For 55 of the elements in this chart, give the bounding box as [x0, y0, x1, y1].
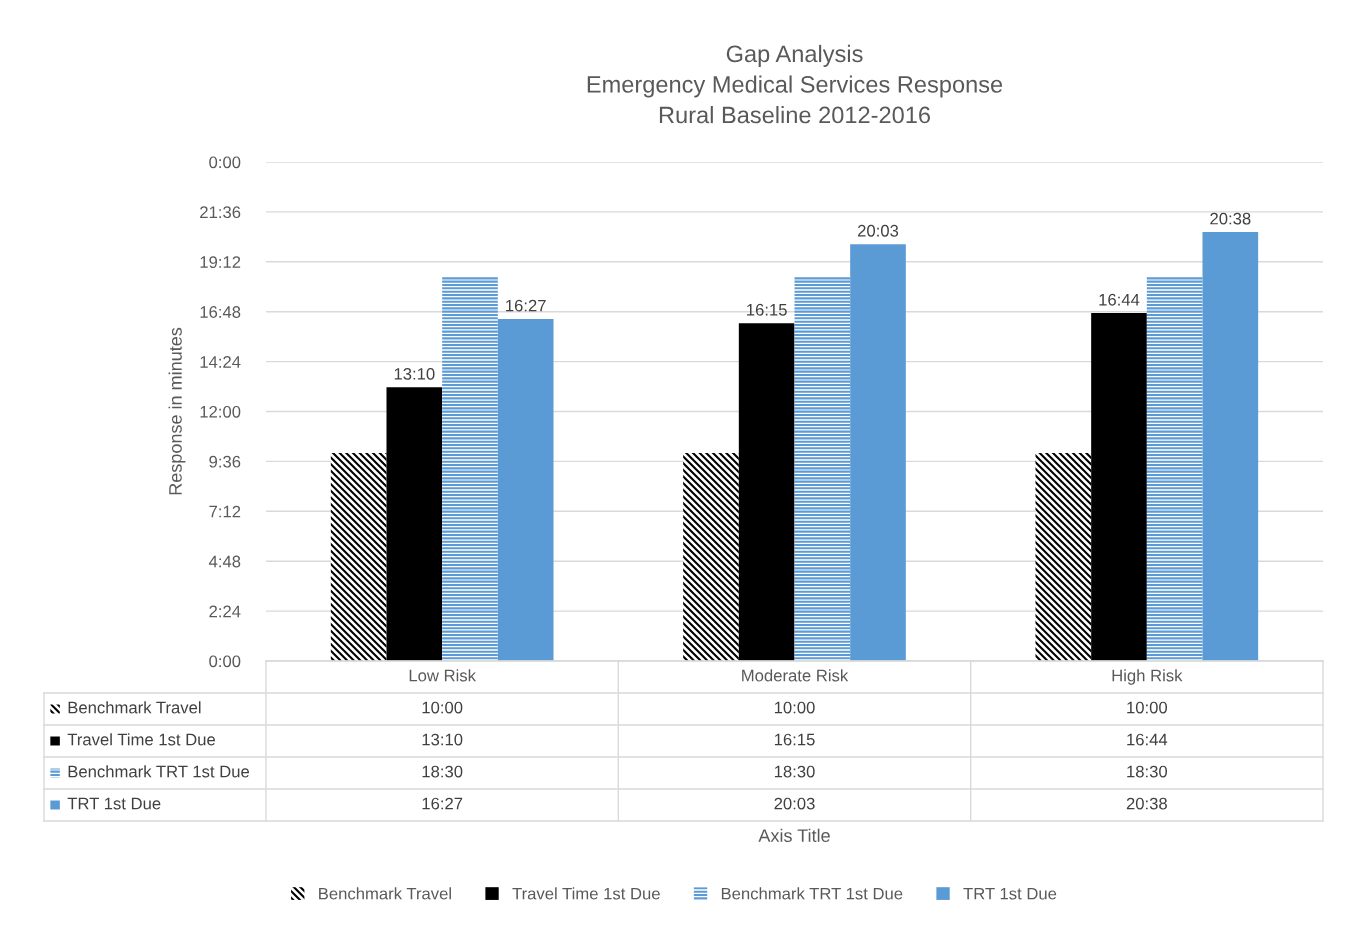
data-label: 10:00 — [774, 701, 815, 714]
text: 16:15 — [747, 303, 787, 316]
y-tick-label: 16:48 — [200, 306, 241, 318]
bar — [850, 244, 906, 661]
y-tick-label: 0:00 — [209, 655, 241, 668]
x-tick-label: Moderate Risk — [742, 669, 849, 682]
y-tick-label: 2:24 — [209, 605, 241, 618]
data-label: 18:30 — [1127, 765, 1168, 778]
data-label: 18:30 — [774, 765, 815, 778]
bar — [1091, 313, 1147, 661]
data-label: 20:03 — [774, 797, 815, 810]
data-label: 16:27 — [422, 797, 463, 810]
y-tick-label: 19:12 — [200, 256, 241, 268]
text: 20:03 — [857, 224, 899, 237]
data-label: 20:38 — [1126, 797, 1167, 810]
bar — [386, 387, 443, 661]
chart-title: Gap Analysis Emergency Medical Services Response Rural Baseline 2012-2016 — [587, 44, 1003, 124]
text: TRT 1st Due — [67, 797, 161, 810]
bar — [738, 323, 795, 661]
y-tick-label: 9:36 — [209, 455, 241, 468]
bar — [497, 318, 554, 661]
y-axis-title: Response in minutes — [168, 327, 186, 495]
text: 20:38 — [1210, 212, 1251, 225]
bar — [1035, 453, 1092, 661]
data-label: 13:10 — [422, 733, 463, 746]
text: Travel Time 1st Due — [512, 887, 660, 900]
bar — [683, 453, 739, 661]
bar — [442, 276, 498, 661]
text: Benchmark Travel — [319, 887, 451, 900]
x-tick-label: High Risk — [1112, 669, 1183, 685]
data-label: 16:15 — [774, 733, 815, 746]
y-tick-label: 7:12 — [209, 505, 241, 518]
data-label: 16:44 — [1127, 733, 1168, 746]
legend-label: Benchmark TRT 1st Due — [68, 765, 250, 778]
bar — [330, 453, 387, 661]
data-label: 10:00 — [422, 701, 463, 714]
x-tick-label: Low Risk — [409, 669, 476, 682]
text: Axis Title — [758, 828, 830, 842]
y-tick-label: 12:00 — [200, 405, 241, 418]
text: 16:44 — [1099, 293, 1140, 306]
bar — [1202, 232, 1259, 661]
y-tick-label: 4:48 — [208, 555, 241, 568]
legend-label: Travel Time 1st Due — [67, 733, 216, 746]
y-tick-label: 0:00 — [209, 156, 241, 169]
y-tick-label: 21:36 — [200, 206, 241, 219]
legend-label: TRT 1st Due — [963, 887, 1057, 900]
text: 13:10 — [394, 367, 435, 380]
y-tick-label: 14:24 — [200, 356, 241, 368]
legend-label: Benchmark Travel — [68, 701, 201, 714]
data-label: 18:30 — [422, 765, 463, 778]
bar — [794, 276, 851, 661]
text: Benchmark TRT 1st Due — [721, 887, 903, 900]
bar — [1146, 276, 1203, 661]
data-label: 10:00 — [1127, 701, 1168, 714]
text: 16:27 — [506, 299, 546, 312]
